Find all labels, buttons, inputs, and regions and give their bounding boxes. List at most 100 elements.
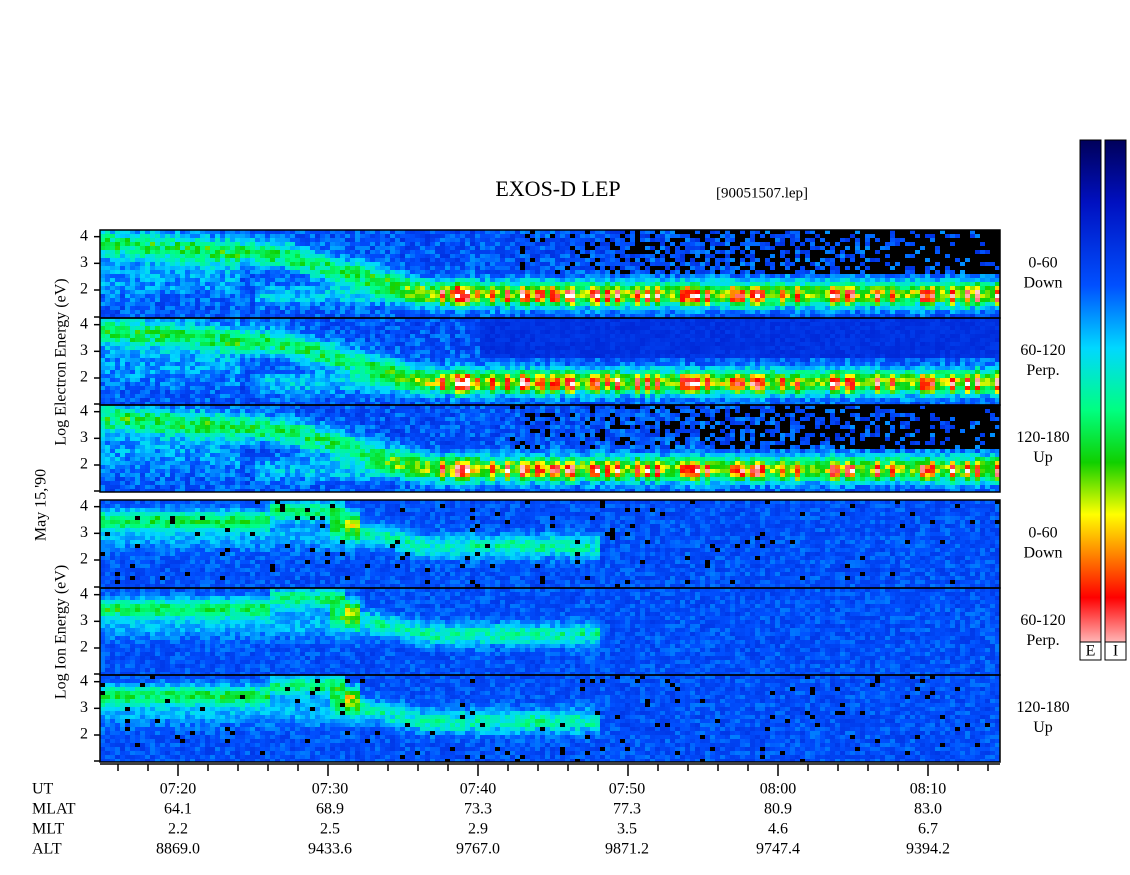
spectrogram-cell (240, 270, 245, 274)
spectrogram-cell (365, 242, 370, 246)
spectrogram-cell (395, 310, 400, 314)
spectrogram-cell (630, 302, 635, 306)
spectrogram-cell (265, 398, 270, 402)
spectrogram-cell (285, 374, 290, 378)
spectrogram-cell (220, 294, 225, 298)
spectrogram-cell (950, 306, 955, 310)
spectrogram-cell (665, 238, 670, 242)
spectrogram-cell (960, 294, 965, 298)
spectrogram-cell (340, 238, 345, 242)
spectrogram-cell (775, 262, 780, 266)
spectrogram-cell (920, 278, 925, 282)
spectrogram-cell (565, 310, 570, 314)
spectrogram-cell (545, 258, 550, 262)
spectrogram-cell (275, 246, 280, 250)
spectrogram-cell (190, 322, 195, 326)
spectrogram-cell (600, 258, 605, 262)
spectrogram-cell (320, 294, 325, 298)
spectrogram-cell (540, 286, 545, 290)
title: EXOS-D LEP (495, 176, 620, 201)
spectrogram-cell (445, 278, 450, 282)
spectrogram-cell (325, 394, 330, 398)
spectrogram-cell (140, 282, 145, 286)
spectrogram-cell (845, 246, 850, 250)
spectrogram-cell (840, 278, 845, 282)
spectrogram-cell (490, 258, 495, 262)
spectrogram-cell (315, 238, 320, 242)
spectrogram-cell (440, 254, 445, 258)
spectrogram-cell (785, 274, 790, 278)
spectrogram-cell (200, 282, 205, 286)
spectrogram-cell (705, 234, 710, 238)
spectrogram-cell (955, 262, 960, 266)
spectrogram-cell (855, 306, 860, 310)
spectrogram-cell (190, 358, 195, 362)
spectrogram-cell (335, 262, 340, 266)
spectrogram-cell (195, 354, 200, 358)
spectrogram-cell (785, 298, 790, 302)
spectrogram-cell (900, 302, 905, 306)
spectrogram-cell (240, 330, 245, 334)
spectrogram-cell (485, 246, 490, 250)
spectrogram-cell (290, 386, 295, 390)
spectrogram-cell (190, 238, 195, 242)
spectrogram-cell (685, 250, 690, 254)
spectrogram-cell (105, 302, 110, 306)
spectrogram-cell (855, 286, 860, 290)
spectrogram-cell (640, 250, 645, 254)
spectrogram-cell (315, 330, 320, 334)
spectrogram-cell (730, 306, 735, 310)
spectrogram-cell (175, 334, 180, 338)
spectrogram-cell (145, 334, 150, 338)
spectrogram-cell (920, 270, 925, 274)
spectrogram-cell (385, 290, 390, 294)
spectrogram-cell (755, 262, 760, 266)
spectrogram-cell (150, 354, 155, 358)
spectrogram-cell (810, 282, 815, 286)
spectrogram-cell (125, 398, 130, 402)
spectrogram-cell (975, 254, 980, 258)
spectrogram-cell (840, 238, 845, 242)
spectrogram-cell (865, 274, 870, 278)
spectrogram-cell (110, 290, 115, 294)
spectrogram-cell (285, 274, 290, 278)
spectrogram-cell (580, 294, 585, 298)
spectrogram-cell (975, 282, 980, 286)
spectrogram-cell (805, 278, 810, 282)
spectrogram-cell (655, 302, 660, 306)
spectrogram-cell (950, 290, 955, 294)
spectrogram-cell (430, 254, 435, 258)
spectrogram-cell (165, 382, 170, 386)
spectrogram-cell (620, 234, 625, 238)
spectrogram-cell (880, 282, 885, 286)
spectrogram-cell (295, 366, 300, 370)
spectrogram-cell (595, 254, 600, 258)
spectrogram-cell (190, 346, 195, 350)
spectrogram-cell (760, 310, 765, 314)
spectrogram-cell (170, 286, 175, 290)
spectrogram-cell (880, 258, 885, 262)
spectrogram-cell (340, 294, 345, 298)
spectrogram-cell (805, 294, 810, 298)
spectrogram-cell (350, 310, 355, 314)
spectrogram-cell (555, 298, 560, 302)
spectrogram-cell (235, 322, 240, 326)
spectrogram-cell (380, 298, 385, 302)
spectrogram-cell (690, 266, 695, 270)
spectrogram-cell (510, 270, 515, 274)
spectrogram-cell (270, 266, 275, 270)
spectrogram-cell (175, 266, 180, 270)
spectrogram-cell (410, 262, 415, 266)
spectrogram-cell (165, 282, 170, 286)
spectrogram-cell (440, 298, 445, 302)
spectrogram-cell (930, 298, 935, 302)
spectrogram-cell (930, 282, 935, 286)
spectrogram-cell (950, 246, 955, 250)
spectrogram-cell (640, 266, 645, 270)
spectrogram-cell (870, 246, 875, 250)
spectrogram-cell (930, 250, 935, 254)
spectrogram-cell (265, 254, 270, 258)
spectrogram-cell (655, 290, 660, 294)
spectrogram-cell (985, 286, 990, 290)
spectrogram-cell (255, 262, 260, 266)
